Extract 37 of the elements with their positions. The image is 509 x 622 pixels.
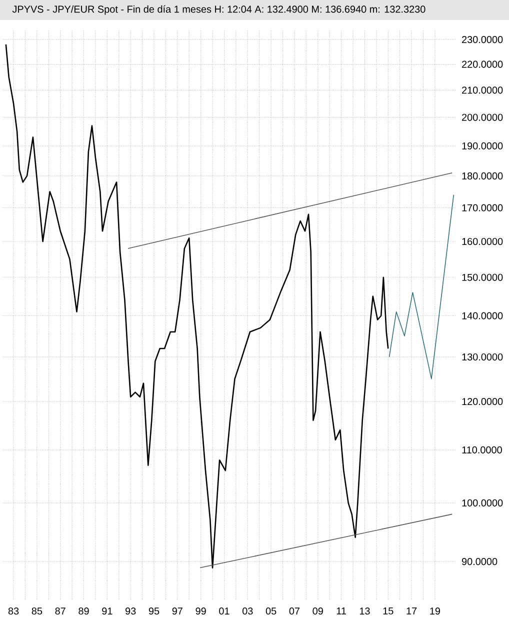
x-tick-label: 13: [360, 607, 370, 615]
y-tick-label: 160.0000: [462, 238, 503, 246]
x-tick-label: 15: [383, 607, 394, 614]
line-series: [5, 44, 389, 568]
x-tick-label: 91: [102, 607, 112, 615]
y-tick-label: 210.0000: [462, 86, 503, 94]
x-tick-label: 05: [266, 607, 276, 615]
x-tick-label: 87: [55, 607, 66, 615]
y-tick-label: 150.0000: [462, 274, 503, 281]
x-tick-label: 07: [289, 607, 300, 615]
x-tick-label: 17: [406, 607, 417, 614]
x-tick-label: 11: [336, 607, 346, 614]
y-tick-label: 200.0000: [462, 114, 503, 121]
y-tick-label: 190.0000: [462, 142, 503, 150]
y-tick-label: 110.0000: [462, 446, 502, 454]
chart-title: JPYVS - JPY/EUR Spot - Fin de día 1 meses H: 12:04 A: 132.4900 M: 136.6940 m: 132.3230: [12, 5, 426, 15]
x-tick-label: 83: [8, 607, 19, 615]
x-tick-label: 97: [172, 607, 182, 615]
y-tick-label: 120.0000: [462, 398, 503, 406]
x-tick-label: 93: [126, 607, 136, 615]
x-tick-label: 89: [78, 607, 89, 615]
x-tick-label: 95: [148, 607, 160, 615]
y-tick-label: 170.0000: [462, 204, 503, 212]
y-tick-label: 130.0000: [462, 353, 503, 360]
y-tick-label: 90.0000: [462, 558, 498, 566]
y-tick-label: 140.0000: [462, 312, 503, 320]
y-tick-label: 230.0000: [462, 36, 503, 44]
x-tick-label: 01: [219, 607, 230, 615]
y-tick-label: 180.0000: [462, 172, 503, 180]
x-tick-label: 19: [430, 607, 440, 615]
y-tick-label: 220.0000: [462, 60, 503, 68]
y-tick-label: 100.0000: [462, 499, 503, 506]
x-tick-label: 85: [32, 607, 42, 615]
x-tick-label: 09: [312, 607, 323, 615]
x-tick-label: 03: [242, 607, 253, 615]
line-series: [388, 194, 454, 380]
x-tick-label: 99: [196, 607, 206, 615]
